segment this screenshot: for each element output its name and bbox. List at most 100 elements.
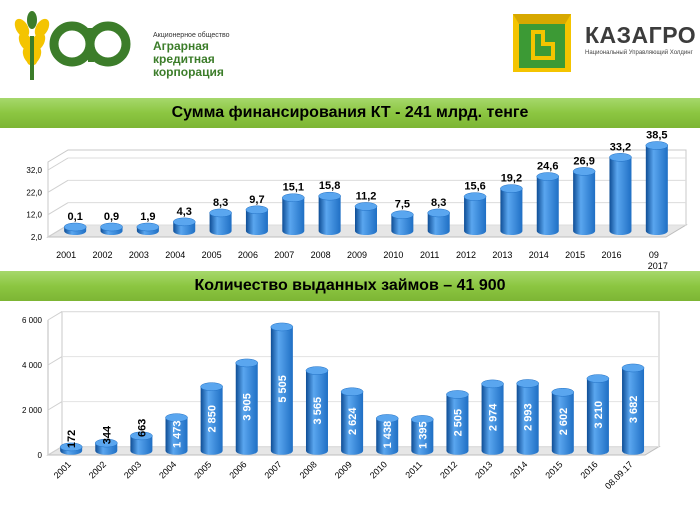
x-tick-label: 2008 — [311, 250, 331, 260]
kazagro-brand-text: КАЗАГРО — [585, 22, 697, 48]
x-tick-label: 2012 — [438, 459, 459, 480]
bar — [536, 172, 560, 235]
bar — [516, 379, 539, 455]
bar — [245, 205, 269, 235]
bar — [235, 358, 258, 455]
wheat-emblem-icon — [14, 11, 131, 80]
bar-value-label: 2 974 — [488, 403, 500, 431]
grid-diagonal — [47, 202, 69, 216]
x-tick-label: 2015 — [565, 250, 585, 260]
loans-chart-title: Количество выданных займов – 41 900 — [0, 271, 700, 301]
y-tick-label: 32,0 — [26, 166, 42, 175]
bar-value-label: 9,7 — [249, 194, 264, 206]
bar-value-label: 2 993 — [523, 403, 535, 431]
x-tick-label: 2002 — [93, 250, 113, 260]
bar-value-label: 4,3 — [177, 206, 192, 218]
bar-value-label: 1 473 — [172, 420, 184, 448]
x-tick-label: 2003 — [122, 459, 143, 480]
bar-value-label: 7,5 — [395, 199, 410, 211]
grid-diagonal — [47, 179, 69, 193]
x-tick-label: 2010 — [368, 459, 389, 480]
x-tick-label: 2007 — [274, 250, 294, 260]
logo-line-name-3: корпорация — [153, 65, 224, 80]
x-tick-label: 2012 — [456, 250, 476, 260]
bar-value-label: 11,2 — [356, 190, 377, 202]
x-tick-label: 2010 — [383, 250, 403, 260]
bar-value-label: 663 — [136, 419, 148, 437]
bar — [340, 387, 364, 455]
bar — [165, 413, 188, 455]
x-tick-label: 2005 — [192, 459, 213, 480]
grid-diagonal — [47, 401, 63, 411]
grid-diagonal — [47, 446, 63, 456]
bar-value-label: 24,6 — [537, 161, 558, 173]
bar — [59, 442, 83, 455]
bar-value-label: 0,1 — [68, 211, 83, 223]
x-tick-label: 2011 — [420, 250, 439, 260]
x-tick-label: 2016 — [601, 250, 621, 260]
bar-value-label: 3 682 — [628, 396, 640, 424]
bar-value-label: 8,3 — [431, 197, 446, 209]
y-tick-label: 2 000 — [22, 406, 43, 415]
y-tick-label: 22,0 — [26, 188, 42, 197]
bar-value-label: 2 850 — [207, 405, 219, 433]
x-tick-label: 2013 — [492, 250, 512, 260]
agrarian-credit-corp-logo: Акционерное общество Аграрная кредитная … — [8, 6, 248, 86]
x-tick-label: 2006 — [238, 250, 258, 260]
bar-value-label: 15,6 — [464, 181, 485, 193]
bar — [305, 366, 329, 455]
x-tick-label: 2002 — [87, 459, 108, 480]
bar — [270, 322, 294, 455]
bar-value-label: 15,1 — [283, 182, 304, 194]
bar — [481, 379, 504, 455]
bar-value-label: 2 624 — [347, 407, 359, 435]
grid-diagonal — [47, 157, 69, 171]
y-tick-label: 4 000 — [22, 361, 43, 370]
bar-value-label: 172 — [66, 430, 78, 448]
x-tick-label: 2004 — [165, 250, 185, 260]
logo-line-company-type: Акционерное общество — [153, 32, 230, 39]
kazagro-emblem-icon — [513, 14, 571, 72]
bar — [463, 192, 487, 235]
grid-diagonal — [47, 356, 63, 366]
bar — [586, 374, 610, 455]
loans-bar-chart: 0 2 000 4 000 6 000 172 2001 344 2002 663 2003 1 4… — [22, 311, 661, 491]
bar — [621, 363, 645, 455]
financing-bar-chart: 2,0 12,0 22,0 32,0 0,1 2001 0,9 2002 1,9 2003 4,3 2… — [26, 130, 688, 271]
x-tick-label: 08.09.17 — [603, 459, 635, 491]
bar-value-label: 344 — [101, 425, 113, 444]
bar-value-label: 3 210 — [593, 401, 605, 429]
bar — [375, 414, 399, 455]
y-tick-label: 12,0 — [26, 211, 42, 220]
bar — [645, 141, 669, 235]
bar — [95, 438, 118, 455]
bar — [318, 191, 341, 235]
bar-value-label: 8,3 — [213, 197, 228, 209]
x-tick-label: 2006 — [227, 459, 248, 480]
x-tick-label: 2001 — [56, 250, 76, 260]
x-tick-label: 2007 — [262, 459, 283, 480]
bar-value-label: 1 395 — [417, 421, 429, 449]
bar — [572, 167, 596, 235]
bar — [500, 184, 523, 235]
bar — [130, 431, 153, 455]
bar-value-label: 5 505 — [277, 375, 289, 403]
x-tick-label: 2015 — [543, 459, 564, 480]
bar — [446, 390, 469, 455]
bar — [391, 210, 414, 235]
x-tick-label: 2008 — [298, 459, 319, 480]
x-tick-label: 2013 — [473, 459, 494, 480]
bar-value-label: 26,9 — [573, 155, 594, 167]
bar — [354, 202, 378, 235]
x-tick-label: 2016 — [579, 459, 600, 480]
x-tick-label: 2005 — [202, 250, 222, 260]
kazagro-logo: КАЗАГРО Национальный Управляющий Холдинг — [505, 8, 700, 83]
kazagro-subtitle: Национальный Управляющий Холдинг — [585, 50, 693, 56]
bar — [427, 208, 450, 235]
y-tick-label: 0 — [38, 451, 43, 460]
financing-chart-title: Сумма финансирования КТ - 241 млрд. тенг… — [0, 98, 700, 128]
bar-value-label: 1 438 — [382, 421, 394, 449]
bar — [200, 382, 223, 455]
x-tick-label: 2017 — [648, 261, 668, 271]
bar-value-label: 0,9 — [104, 211, 119, 223]
